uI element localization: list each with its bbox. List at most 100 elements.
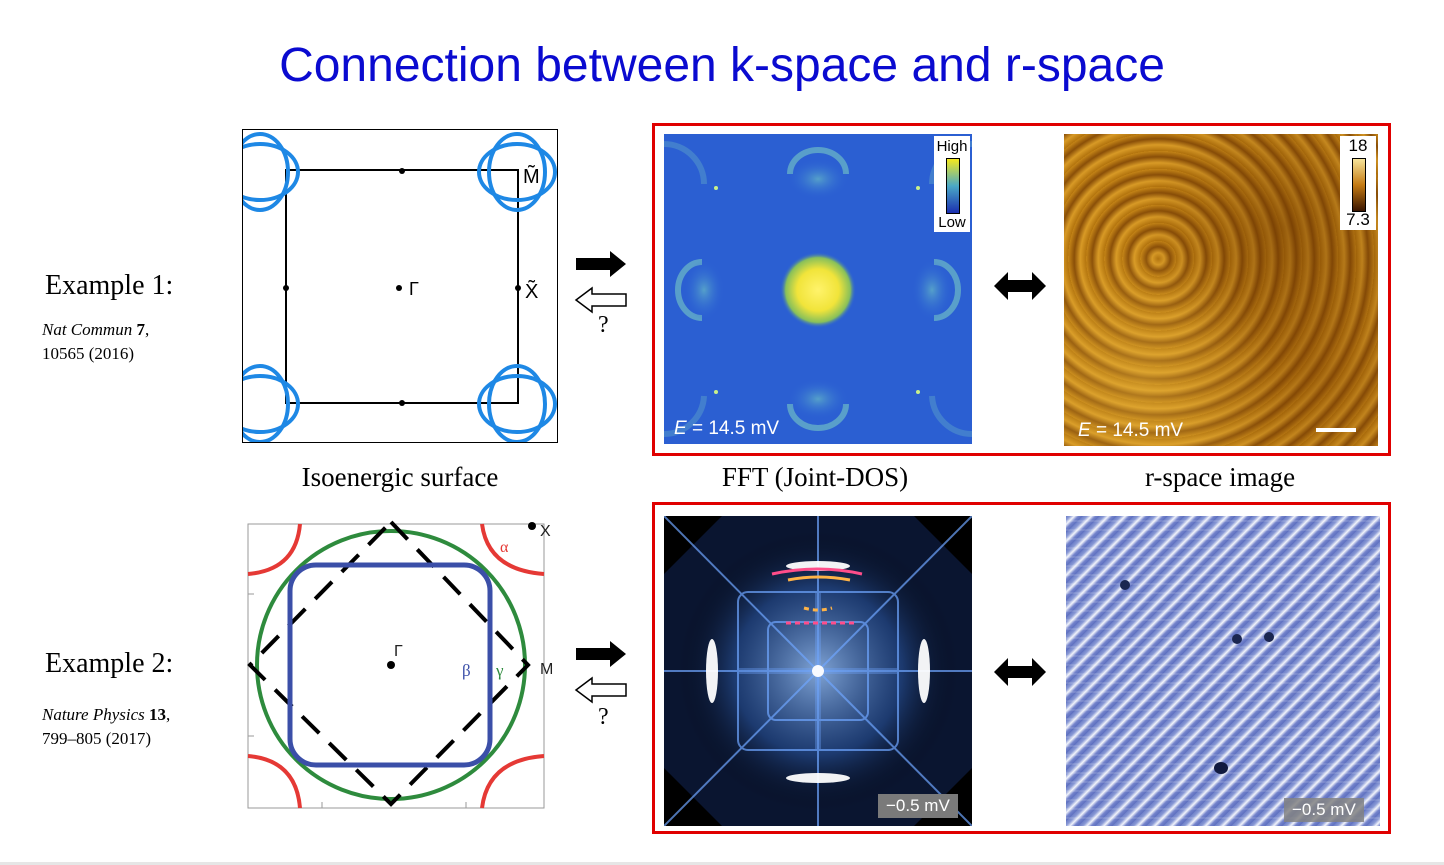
rspace2-defect xyxy=(1214,762,1228,774)
rspace1-energy-var: E xyxy=(1078,420,1091,441)
fft1-colorbar-low: Low xyxy=(938,214,966,231)
fft1-bragg-peak xyxy=(714,390,718,394)
fft1-energy-label: E = 14.5 mV xyxy=(674,418,779,440)
pocket-ellipse xyxy=(477,374,557,434)
rspace2-defect xyxy=(1120,580,1130,590)
example1-ref-journal: Nat Commun xyxy=(42,320,133,339)
fft1-bragg-peak xyxy=(916,186,920,190)
x-label: X̃ xyxy=(525,280,538,303)
gamma-band xyxy=(255,529,527,801)
fft1-arc xyxy=(929,395,972,438)
x-label: X xyxy=(540,523,551,540)
alpha-label: α xyxy=(500,539,509,556)
rspace1-colorbar-min: 7.3 xyxy=(1346,210,1370,229)
fft1-arc xyxy=(787,147,849,175)
rspace1-energy-value: = 14.5 mV xyxy=(1090,420,1184,441)
example2-ref-volume: 13 xyxy=(149,705,167,724)
example1-reference: Nat Commun 7, 10565 (2016) xyxy=(42,320,150,363)
pocket-ellipse xyxy=(487,132,547,212)
fft1-colorbar xyxy=(946,158,960,214)
m-label: M̃ xyxy=(523,165,540,188)
fft1-blob xyxy=(788,159,848,199)
fft2-center xyxy=(812,665,824,677)
fft1-colorbar-box: High Low xyxy=(934,136,970,232)
example1-ref-pages: 10565 (2016) xyxy=(42,344,135,363)
gamma-band-label: γ xyxy=(495,661,504,680)
beta-label: β xyxy=(462,661,471,680)
fft1-blob xyxy=(788,379,848,419)
example1-bz-square xyxy=(285,169,519,404)
fft1-blob xyxy=(684,260,724,320)
example1-label: Example 1: xyxy=(45,270,174,301)
fft1-arc xyxy=(787,403,849,431)
rspace1-texture xyxy=(1064,134,1378,446)
example1-brillouin-zone: Γ X̃ M̃ xyxy=(220,129,558,444)
forward-arrow-icon xyxy=(576,641,626,667)
rspace1-colorbar xyxy=(1352,158,1366,212)
rspace2-defect xyxy=(1232,634,1242,644)
bz-point xyxy=(399,400,405,406)
example1-ref-volume: 7 xyxy=(136,320,145,339)
fft1-energy-var: E xyxy=(674,418,687,439)
bz-point xyxy=(283,285,289,291)
fft2-orange-arc xyxy=(787,575,851,582)
example1-question-mark: ? xyxy=(598,312,609,338)
example1-frame xyxy=(652,123,1391,456)
beta-band xyxy=(287,562,493,768)
x-point xyxy=(528,522,536,530)
example1-rspace-image: 18 7.3 E = 14.5 mV xyxy=(1064,134,1378,446)
rspace1-colorbar-box: 18 7.3 xyxy=(1340,136,1376,230)
example2-arrows xyxy=(574,641,627,704)
fft1-blob xyxy=(912,260,952,320)
example2-reference: Nature Physics 13, 799–805 (2017) xyxy=(42,705,171,748)
bz-boundary-dashed xyxy=(247,519,531,807)
fft2-bragg xyxy=(706,639,718,703)
fft2-orange-dashed xyxy=(803,606,833,612)
caption-rspace: r-space image xyxy=(1144,462,1296,492)
fft2-energy-tag: −0.5 mV xyxy=(878,794,958,818)
fft1-arc xyxy=(664,395,707,438)
caption-fft: FFT (Joint-DOS) xyxy=(721,462,909,492)
gamma-point xyxy=(387,661,395,669)
fft2-grid xyxy=(737,591,899,751)
page-title: Connection between k-space and r-space xyxy=(279,39,1165,92)
fft1-svg xyxy=(664,134,972,444)
example2-brillouin-zone: Γ X M α β γ xyxy=(246,519,558,810)
gamma-label: Γ xyxy=(394,643,403,660)
fft1-bragg-peak xyxy=(714,186,718,190)
example2-double-arrow-icon xyxy=(994,658,1046,686)
example1-fft-image: High Low E = 14.5 mV xyxy=(664,134,972,444)
backward-arrow-icon xyxy=(574,286,627,314)
example1-double-arrow-icon xyxy=(994,272,1046,300)
footer-divider xyxy=(0,862,1444,865)
example2-rspace-image: −0.5 mV xyxy=(1066,516,1380,826)
rspace1-colorbar-max: 18 xyxy=(1348,136,1368,155)
example2-fft-image: −0.5 mV xyxy=(664,516,972,826)
rspace2-energy-tag: −0.5 mV xyxy=(1284,798,1364,822)
alpha-band xyxy=(247,523,545,809)
example2-ref-journal: Nature Physics xyxy=(42,705,145,724)
example1-bz-svg: Γ X̃ M̃ xyxy=(220,132,557,444)
caption-isoenergetic: Isoenergic surface xyxy=(301,462,499,492)
example2-label: Example 2: xyxy=(45,648,174,679)
example2-frame-box xyxy=(652,502,1391,834)
gamma-point xyxy=(396,285,402,291)
gamma-label: Γ xyxy=(409,279,419,299)
fft2-bragg xyxy=(918,639,930,703)
fft2-svg xyxy=(664,516,972,826)
backward-arrow-icon xyxy=(574,676,627,704)
rspace2-texture xyxy=(1066,516,1380,826)
forward-arrow-icon xyxy=(576,251,626,277)
example2-bz-svg: Γ X M α β γ xyxy=(247,519,553,809)
fft2-bragg xyxy=(786,773,850,783)
fft1-center-peak xyxy=(780,252,856,328)
fft2-pink-arc xyxy=(771,567,863,576)
m-label: M xyxy=(540,661,553,678)
fft1-arc xyxy=(664,141,707,185)
fft1-arc xyxy=(675,259,703,321)
fft1-colorbar-high: High xyxy=(936,138,968,155)
pocket-ellipse xyxy=(477,142,557,202)
rspace1-scale-bar xyxy=(1316,428,1356,432)
fft1-arc xyxy=(933,259,961,321)
bz-point xyxy=(399,168,405,174)
